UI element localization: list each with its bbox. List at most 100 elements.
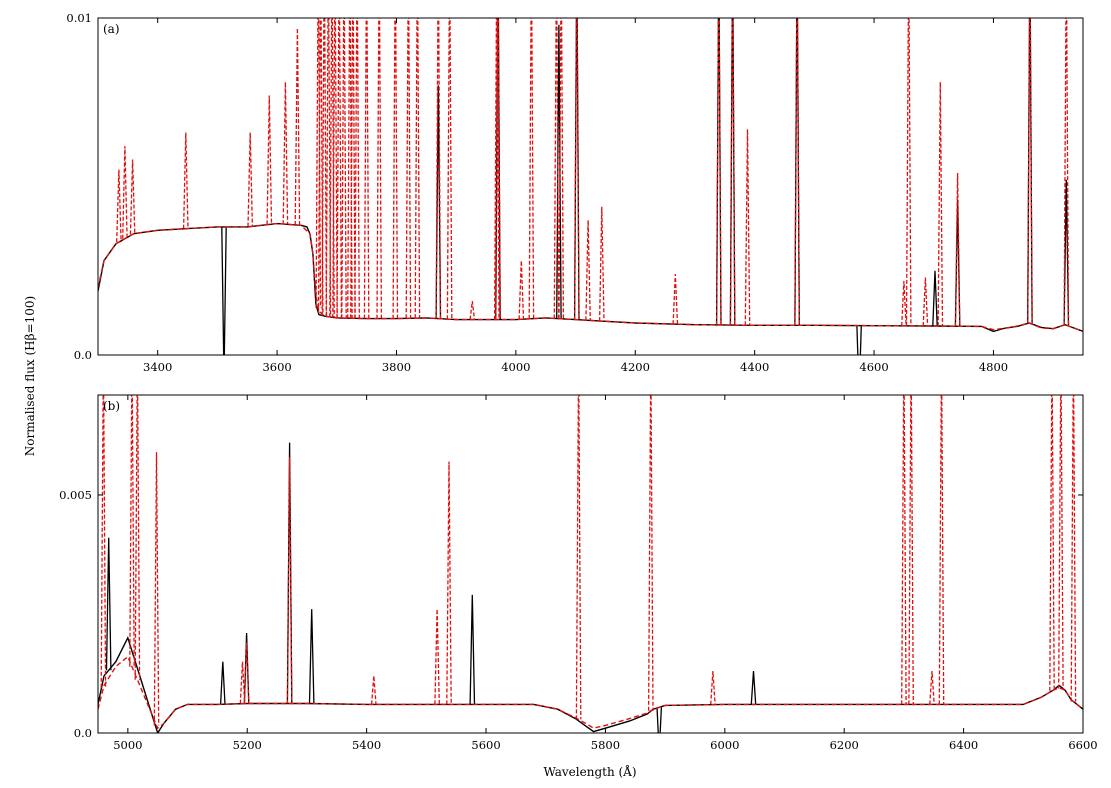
y-tick-label: 0.0 — [74, 348, 92, 362]
observed-line-peak — [105, 537, 112, 671]
model-line-peak — [575, 395, 582, 720]
model-line-peak — [1070, 395, 1077, 702]
model-line-peak — [376, 18, 383, 319]
model-line-peak — [370, 675, 377, 705]
x-tick-label: 5400 — [352, 738, 381, 752]
x-tick-label: 6400 — [949, 738, 978, 752]
model-line-peak — [901, 280, 907, 326]
model-line-peak — [266, 95, 273, 225]
model-line-peak — [794, 18, 800, 326]
y-axis-label: Normalised flux (Hβ=100) — [23, 296, 37, 456]
observed-line-peak — [750, 671, 757, 705]
model-line-peak — [1027, 18, 1033, 324]
model-line-peak — [905, 18, 912, 326]
observed-series — [98, 18, 1083, 355]
model-line-peak — [922, 277, 929, 327]
y-tick-label: 0.01 — [66, 11, 92, 25]
model-line-peak — [1058, 395, 1064, 689]
model-line-peak — [332, 18, 338, 318]
model-line-peak — [672, 274, 679, 325]
x-tick-label: 5800 — [591, 738, 620, 752]
observed-continuum-line — [98, 635, 1083, 733]
observed-line-peak — [932, 270, 938, 327]
model-line-peak — [1063, 18, 1070, 326]
observed-line-peak — [308, 609, 315, 704]
x-tick-label: 3600 — [262, 360, 291, 374]
model-line-peak — [647, 395, 654, 711]
observed-line-peak — [856, 325, 862, 355]
model-line-peak — [954, 172, 961, 327]
model-line-peak — [247, 132, 254, 227]
x-tick-label: 4000 — [501, 360, 530, 374]
observed-line-peak — [715, 18, 722, 325]
plot-area — [98, 18, 1083, 355]
observed-line-peak — [221, 226, 227, 355]
model-line-peak — [134, 395, 141, 680]
x-tick-label: 4400 — [740, 360, 769, 374]
model-line-peak — [446, 461, 452, 705]
observed-series — [98, 442, 1083, 733]
panel-a: 3400 3600 3800 4000 4200 4400 4600 4800 0.0 0.01 (… — [66, 11, 1084, 374]
y-tick-label: 0.0 — [74, 726, 92, 740]
x-axis-label: Wavelength (Å) — [543, 764, 636, 779]
model-line-peak — [354, 18, 360, 319]
model-line-peak — [528, 18, 535, 319]
x-tick-label: 5600 — [471, 738, 500, 752]
model-line-peak — [558, 18, 565, 319]
model-line-peak — [239, 661, 246, 704]
panel-label: (b) — [103, 399, 120, 413]
model-line-peak — [294, 28, 301, 226]
x-tick-label: 6600 — [1068, 738, 1097, 752]
x-tick-label: 4600 — [859, 360, 888, 374]
model-line-peak — [414, 18, 421, 319]
plot-area — [98, 395, 1083, 733]
model-line-peak — [710, 671, 716, 705]
model-line-peak — [446, 18, 453, 320]
model-line-peak — [392, 18, 399, 319]
model-line-peak — [329, 18, 335, 318]
y-tick-label: 0.005 — [59, 488, 92, 502]
model-line-peak — [129, 159, 136, 235]
model-line-peak — [122, 146, 128, 239]
model-series — [98, 395, 1083, 730]
x-tick-label: 3400 — [143, 360, 172, 374]
model-line-peak — [100, 395, 107, 688]
model-series — [98, 18, 1083, 333]
x-tick-label: 6000 — [710, 738, 739, 752]
model-line-peak — [434, 609, 440, 705]
model-line-peak — [908, 395, 914, 705]
axes-frame — [97, 394, 1084, 734]
model-line-peak — [286, 456, 293, 704]
x-tick-label: 5200 — [233, 738, 262, 752]
model-line-peak — [744, 129, 751, 326]
model-line-peak — [350, 18, 356, 319]
model-line-peak — [129, 395, 135, 667]
model-line-peak — [585, 220, 591, 321]
observed-line-peak — [469, 594, 476, 705]
model-line-peak — [325, 18, 332, 317]
observed-line-peak — [656, 707, 663, 733]
model-line-peak — [518, 260, 525, 320]
model-line-peak — [435, 18, 442, 319]
model-line-peak — [495, 18, 501, 320]
model-line-peak — [573, 18, 580, 320]
observed-line-peak — [435, 85, 442, 319]
model-line-peak — [598, 206, 605, 322]
panel-b: 5000 5200 5400 5600 5800 6000 6200 6400 66000.00… — [59, 394, 1098, 752]
model-line-peak — [341, 18, 347, 319]
x-tick-label: 5000 — [113, 738, 142, 752]
x-tick-label: 3800 — [382, 360, 411, 374]
model-line-peak — [1049, 395, 1055, 691]
x-tick-label: 4200 — [621, 360, 650, 374]
model-line-peak — [901, 395, 907, 705]
x-tick-label: 4800 — [979, 360, 1008, 374]
observed-line-peak — [556, 24, 562, 319]
model-line-peak — [938, 395, 945, 705]
model-continuum-line — [98, 222, 1083, 333]
model-line-peak — [729, 18, 736, 326]
model-line-peak — [336, 18, 343, 319]
model-line-peak — [153, 452, 160, 726]
model-line-peak — [405, 18, 412, 319]
model-line-peak — [182, 132, 189, 229]
